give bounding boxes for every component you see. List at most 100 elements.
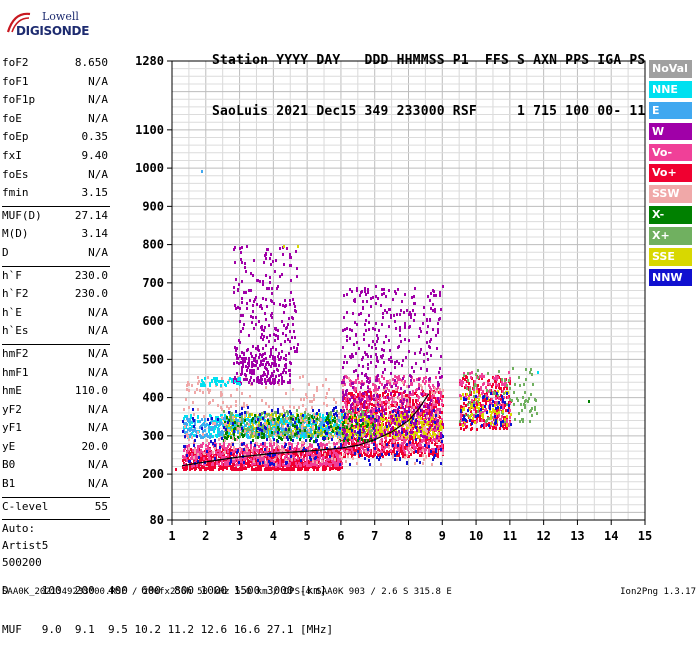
echo-point — [393, 440, 395, 443]
echo-point — [268, 413, 270, 416]
echo-point — [409, 400, 411, 403]
echo-point — [360, 446, 362, 449]
echo-point — [240, 451, 242, 454]
echo-point — [210, 435, 212, 438]
echo-point — [183, 449, 185, 452]
echo-point — [308, 435, 310, 438]
echo-point — [249, 413, 251, 416]
echo-point — [311, 406, 313, 409]
echo-point — [297, 468, 299, 471]
echo-point — [188, 444, 190, 447]
echo-point — [298, 435, 300, 438]
echo-point — [251, 467, 253, 470]
echo-point — [226, 466, 228, 469]
echo-point — [215, 434, 217, 437]
echo-point — [385, 400, 387, 403]
echo-point — [273, 418, 275, 421]
echo-point — [401, 442, 403, 445]
echo-point — [191, 384, 193, 387]
echo-point — [381, 375, 383, 378]
echo-point — [417, 435, 419, 438]
echo-point — [302, 458, 304, 461]
echo-point — [298, 452, 300, 455]
echo-point — [275, 449, 277, 452]
echo-point — [214, 447, 216, 450]
echo-point — [332, 419, 334, 422]
echo-point — [382, 427, 384, 430]
echo-point — [299, 464, 301, 467]
echo-point — [403, 428, 405, 431]
echo-point — [230, 394, 232, 397]
echo-point — [257, 449, 259, 452]
echo-point — [366, 429, 368, 432]
echo-point — [365, 450, 367, 453]
echo-point — [274, 458, 276, 461]
echo-point — [313, 394, 315, 397]
echo-point — [349, 422, 351, 425]
echo-point — [379, 453, 381, 456]
echo-point — [422, 449, 424, 452]
echo-point — [197, 420, 199, 423]
echo-point — [248, 460, 250, 463]
echo-point — [361, 438, 363, 441]
echo-point — [311, 419, 313, 422]
echo-point — [292, 432, 294, 435]
echo-point — [286, 417, 288, 420]
echo-point — [320, 432, 322, 435]
echo-point — [199, 389, 201, 392]
echo-point — [289, 436, 291, 439]
echo-point — [224, 436, 226, 439]
echo-point — [188, 418, 190, 421]
echo-point — [329, 464, 331, 467]
echo-point — [236, 422, 238, 425]
echo-point — [304, 411, 306, 414]
echo-point — [324, 468, 326, 471]
echo-point — [343, 449, 345, 452]
echo-point — [185, 467, 187, 470]
echo-point — [396, 437, 398, 440]
echo-point — [189, 465, 191, 468]
echo-point — [204, 418, 206, 421]
echo-point — [423, 458, 425, 461]
echo-point — [418, 444, 420, 447]
echo-point — [375, 401, 377, 404]
echo-point — [439, 408, 441, 411]
echo-point — [373, 454, 375, 457]
echo-point — [268, 435, 270, 438]
echo-point — [425, 448, 427, 451]
echo-point — [306, 396, 308, 399]
echo-point — [207, 388, 209, 391]
echo-point — [252, 439, 254, 442]
echo-point — [321, 460, 323, 463]
echo-point — [186, 451, 188, 454]
echo-point — [195, 455, 197, 458]
echo-point — [189, 453, 191, 456]
echo-point — [319, 413, 321, 416]
echo-point — [191, 425, 193, 428]
echo-point — [256, 442, 258, 445]
echo-point — [408, 447, 410, 450]
echo-point — [357, 377, 359, 380]
echo-point — [284, 436, 286, 439]
echo-point — [387, 428, 389, 431]
echo-point — [439, 388, 441, 391]
echo-point — [200, 454, 202, 457]
echo-point — [241, 415, 243, 418]
echo-point — [230, 416, 232, 419]
echo-point — [236, 438, 238, 441]
echo-point — [317, 468, 319, 471]
echo-point — [412, 390, 414, 393]
echo-point — [398, 419, 400, 422]
echo-point — [296, 445, 298, 448]
echo-point — [333, 427, 335, 430]
echo-point — [361, 454, 363, 457]
echo-point — [441, 403, 443, 406]
echo-point — [345, 421, 347, 424]
echo-point — [412, 444, 414, 447]
echo-point — [390, 449, 392, 452]
echo-point — [270, 440, 272, 443]
echo-point — [243, 405, 245, 408]
echo-point — [224, 417, 226, 420]
echo-point — [348, 377, 350, 380]
echo-point — [340, 424, 342, 427]
